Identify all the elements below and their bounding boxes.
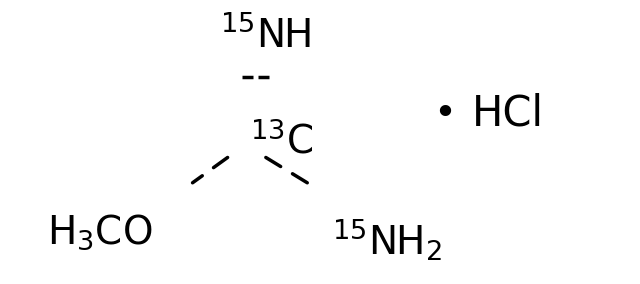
Text: HCl: HCl <box>472 93 544 135</box>
Text: $^{13}$C: $^{13}$C <box>250 122 313 162</box>
Text: $^{15}$NH$_2$: $^{15}$NH$_2$ <box>332 218 442 263</box>
Text: H$_3$CO: H$_3$CO <box>47 212 153 252</box>
Text: •: • <box>433 95 456 133</box>
Text: $^{15}$NH: $^{15}$NH <box>220 16 312 55</box>
